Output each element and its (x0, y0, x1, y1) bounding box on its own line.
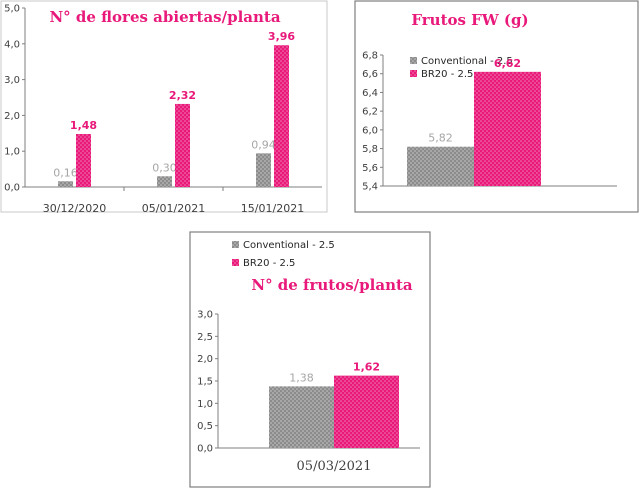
x-tick-label: 05/03/2021 (297, 459, 372, 474)
chart-title: N° de frutos/planta (251, 276, 413, 294)
legend-swatch (410, 57, 417, 64)
bar (256, 153, 271, 187)
chart-fruits-per-plant: N° de frutos/planta Conventional - 2.5 BR… (189, 231, 431, 488)
data-label: 6,62 (494, 57, 521, 70)
data-label: 1,38 (289, 371, 314, 384)
y-tick-label: 1,0 (197, 399, 213, 410)
y-axis: 0,0 0,5 1,0 1,5 2,0 2,5 3,0 (197, 310, 219, 455)
bar (269, 386, 334, 448)
y-tick-label: 2,0 (4, 111, 20, 122)
y-tick-label: 6,6 (362, 69, 378, 80)
data-label: 1,48 (70, 119, 97, 132)
chart-border (189, 231, 431, 488)
legend-swatch (232, 241, 239, 248)
y-tick-label: 6,8 (362, 51, 378, 62)
y-tick-label: 3,0 (4, 75, 20, 86)
data-label: 3,96 (268, 30, 295, 43)
y-tick-label: 0,0 (4, 183, 20, 194)
x-tick-label: 30/12/2020 (43, 202, 106, 215)
y-tick-label: 2,5 (197, 332, 213, 343)
y-tick-label: 6,0 (362, 125, 378, 136)
y-axis: 5,4 5,6 5,8 6,0 6,2 6,4 6,6 6,8 (362, 51, 384, 193)
data-label: 1,62 (353, 361, 380, 374)
y-tick-label: 0,5 (197, 421, 213, 432)
bar (407, 146, 474, 186)
bar (274, 45, 289, 188)
legend: Conventional - 2.5 BR20 - 2.5 (410, 56, 513, 80)
legend-label: Conventional - 2.5 (421, 56, 513, 67)
y-tick-label: 0,0 (197, 444, 213, 455)
x-tick-label: 05/01/2021 (142, 202, 205, 215)
y-tick-label: 2,0 (197, 354, 213, 365)
y-tick-label: 1,0 (4, 147, 20, 158)
data-label: 0,30 (152, 161, 177, 174)
bar (334, 375, 399, 448)
y-tick-label: 5,4 (362, 182, 378, 193)
bars: 5,82 6,62 (407, 57, 541, 186)
bars: 0,16 1,48 0,30 2,32 0,94 3,96 (53, 30, 295, 188)
legend-label: BR20 - 2.5 (243, 258, 295, 269)
y-tick-label: 1,5 (197, 377, 213, 388)
legend-swatch (410, 70, 417, 77)
legend: Conventional - 2.5 BR20 - 2.5 (232, 240, 335, 269)
legend-swatch (232, 259, 239, 266)
bar (58, 181, 73, 187)
data-label: 0,16 (53, 166, 78, 179)
y-axis: 0,0 1,0 2,0 3,0 4,0 5,0 (4, 4, 26, 194)
chart-fruit-fw: Frutos FW (g) Conventional - 2.5 BR20 - 2… (354, 0, 639, 213)
x-tick-label: 15/01/2021 (241, 202, 304, 215)
y-tick-label: 5,0 (4, 4, 20, 15)
chart-open-flowers: N° de flores abiertas/planta 0,0 1,0 2,0 3,… (0, 0, 328, 215)
bar (175, 103, 190, 187)
chart-title: Frutos FW (g) (411, 11, 528, 29)
legend-label: BR20 - 2.5 (421, 69, 473, 80)
bar (76, 134, 91, 187)
y-tick-label: 3,0 (197, 310, 213, 321)
bars: 1,38 1,62 (269, 361, 399, 448)
legend-label: Conventional - 2.5 (243, 240, 335, 251)
bar (157, 176, 172, 187)
y-tick-label: 5,8 (362, 144, 378, 155)
bar (474, 71, 541, 186)
data-label: 5,82 (428, 132, 453, 145)
y-tick-label: 6,2 (362, 107, 378, 118)
data-label: 2,32 (169, 89, 196, 102)
chart-title: N° de flores abiertas/planta (49, 8, 280, 26)
x-axis: 30/12/2020 05/01/2021 15/01/2021 (25, 186, 322, 215)
y-tick-label: 4,0 (4, 39, 20, 50)
data-label: 0,94 (251, 138, 276, 151)
y-tick-label: 5,6 (362, 163, 378, 174)
y-tick-label: 6,4 (362, 88, 378, 99)
